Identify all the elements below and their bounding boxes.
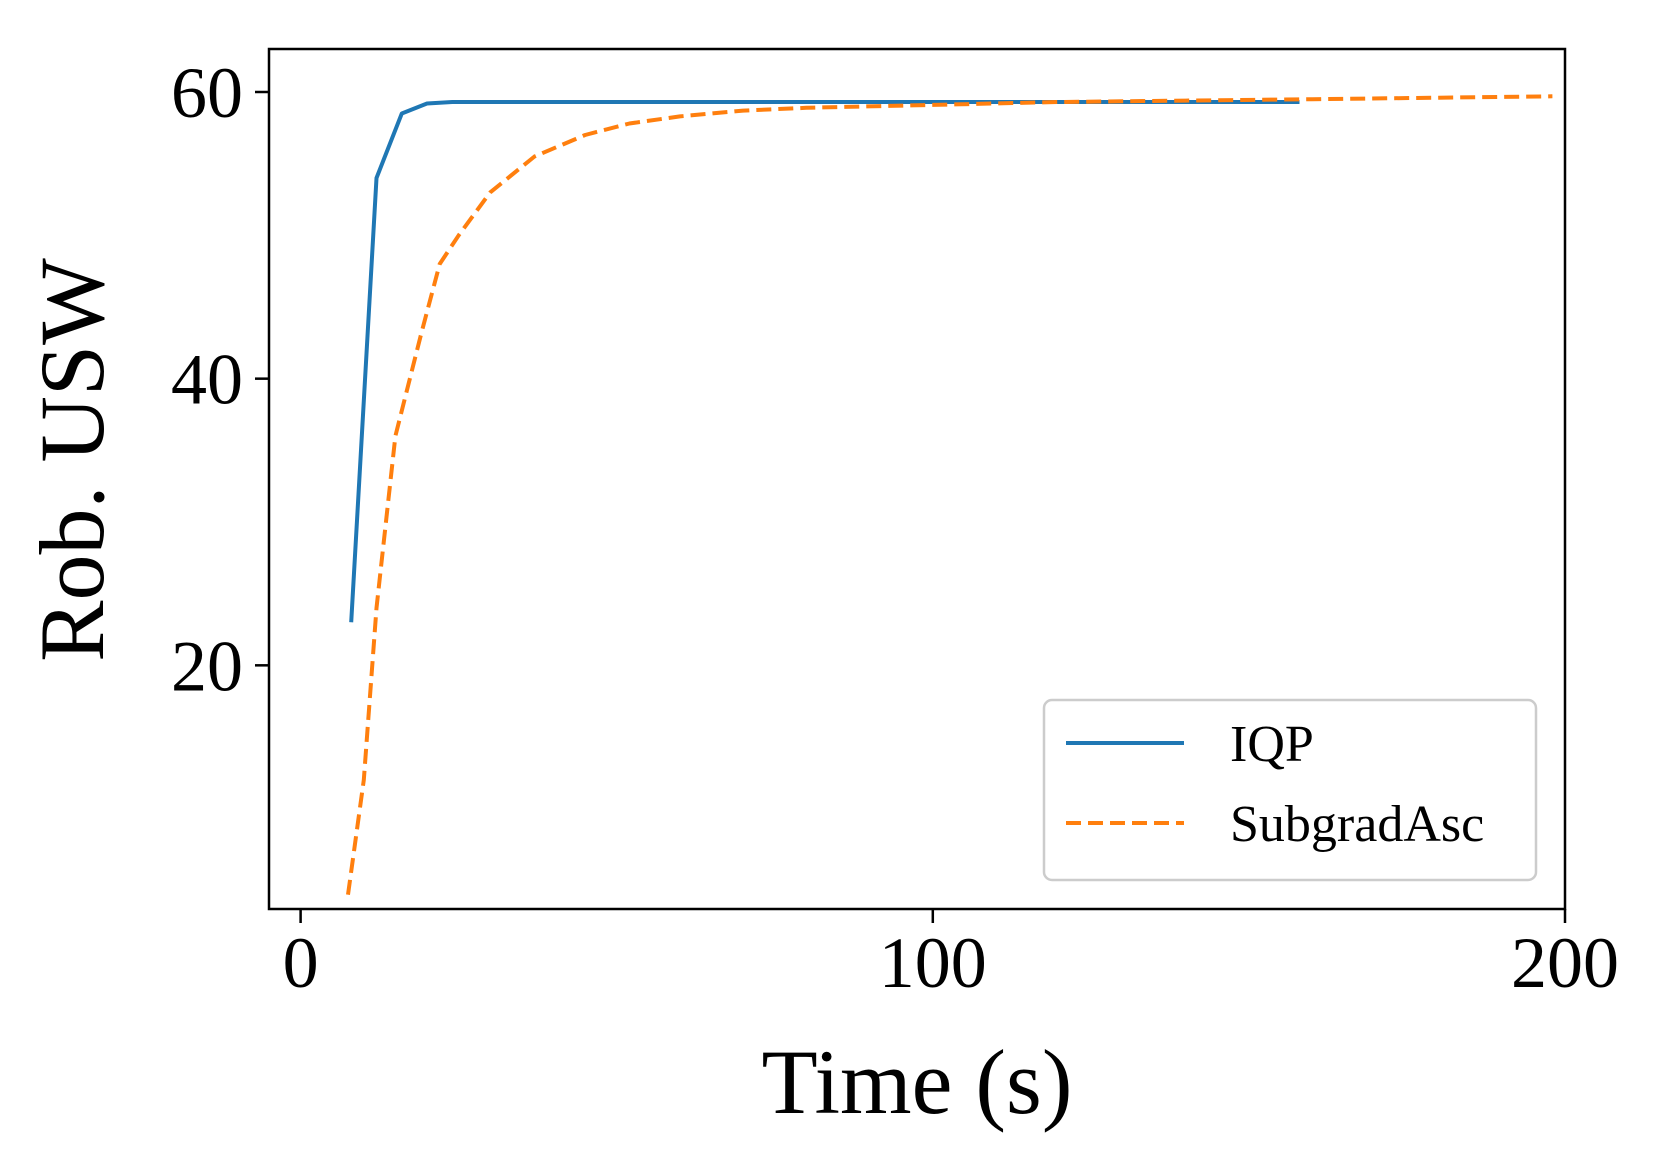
x-axis-label: Time (s): [762, 1031, 1073, 1133]
x-tick-label: 0: [283, 923, 319, 1003]
y-axis-label: Rob. USW: [21, 258, 123, 662]
tick-layer: 0 100 200 20 40 60: [171, 53, 1619, 1003]
x-tick-label: 200: [1511, 923, 1619, 1003]
legend-label-subgradasc: SubgradAsc: [1230, 796, 1484, 853]
legend: IQP SubgradAsc: [1042, 698, 1538, 882]
y-tick-label: 40: [171, 340, 243, 420]
legend-label-iqp: IQP: [1230, 716, 1314, 773]
x-tick-label: 100: [879, 923, 987, 1003]
y-tick-label: 20: [171, 626, 243, 706]
series-line-subgradasc: [346, 94, 1553, 895]
y-tick-label: 60: [171, 53, 243, 133]
plot-frame: [267, 47, 1567, 911]
series-layer: [346, 94, 1553, 895]
series-line-iqp: [349, 100, 1300, 623]
